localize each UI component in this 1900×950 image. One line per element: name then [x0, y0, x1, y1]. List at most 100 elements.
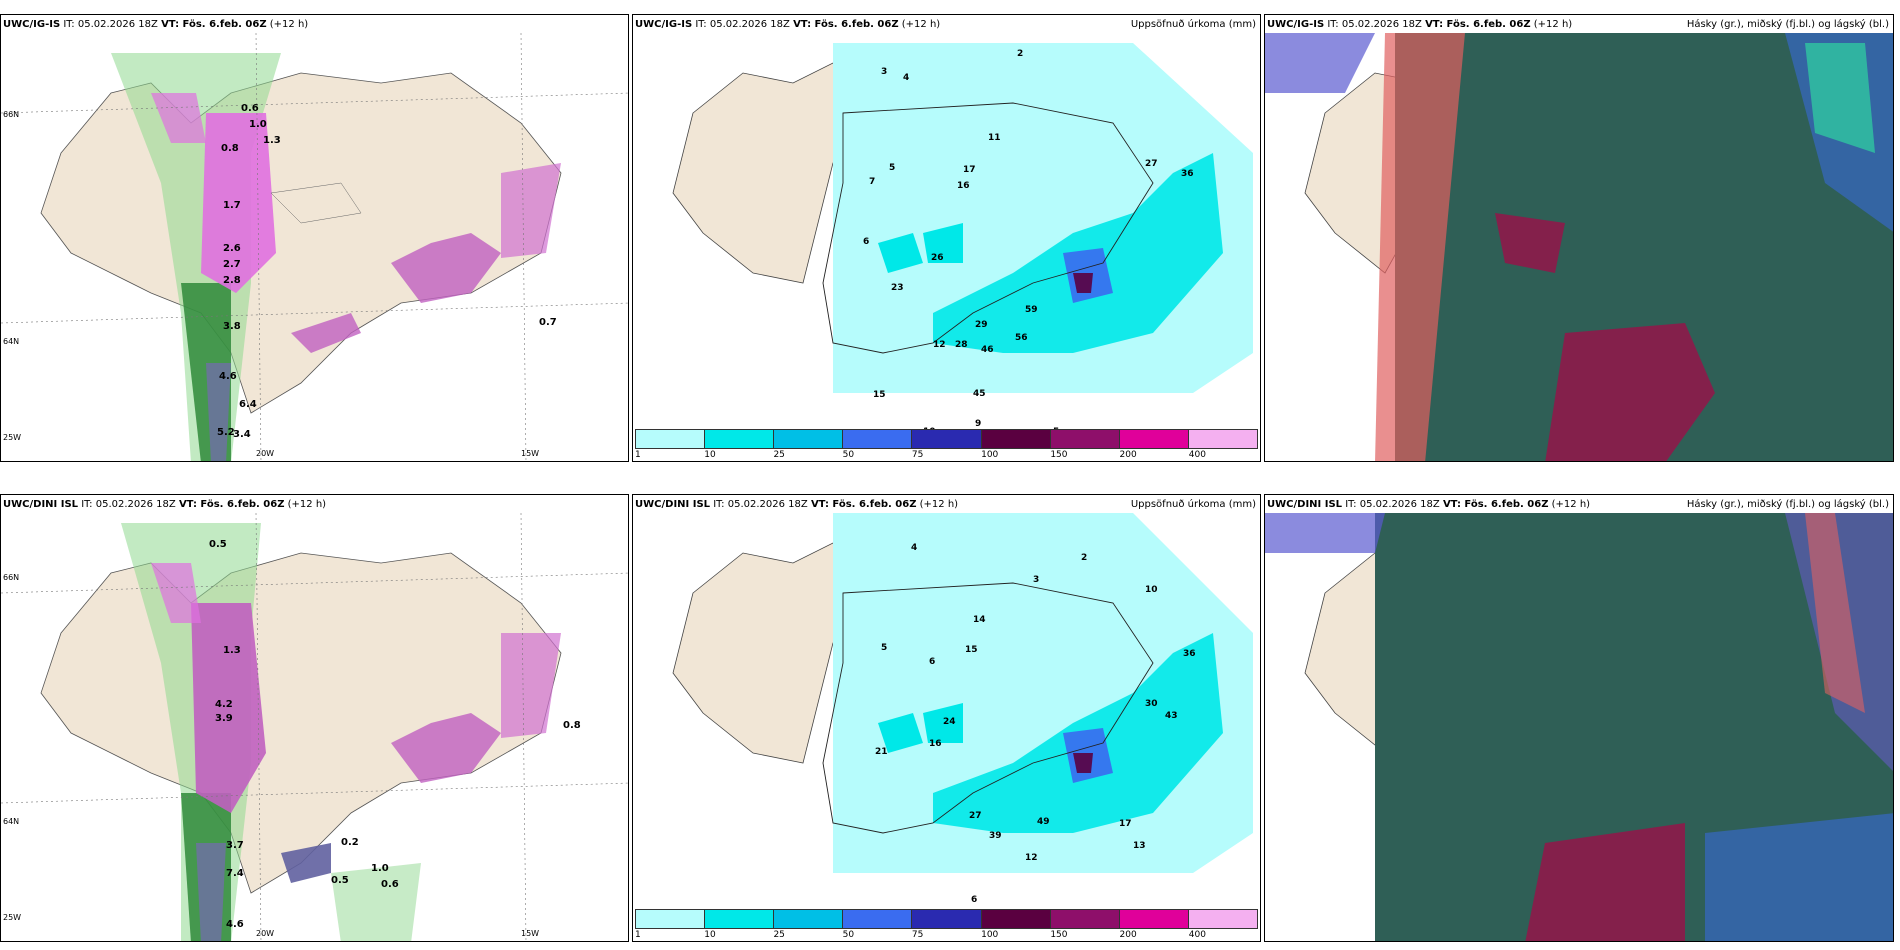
map-cloud-cover [1265, 513, 1893, 941]
value-label: 13 [1133, 841, 1146, 851]
colorbar-tick: 150 [1050, 930, 1068, 940]
value-label: 28 [955, 340, 968, 350]
panel-header: UWC/DINI ISL IT: 05.02.2026 18Z VT: Fös.… [1267, 499, 1889, 511]
value-label: 30 [1145, 699, 1158, 709]
colorbar-swatch [774, 430, 844, 448]
colorbar-tick: 100 [981, 450, 999, 460]
value-label: 23 [891, 283, 904, 293]
value-label: 4 [911, 543, 918, 553]
value-label: 16 [957, 181, 970, 191]
value-label: 0.5 [209, 539, 227, 550]
panel-header: UWC/IG-IS IT: 05.02.2026 18Z VT: Fös. 6.… [3, 19, 624, 31]
colorbar-swatch [636, 430, 706, 448]
colorbar-tick: 50 [842, 450, 855, 460]
value-label: 45 [973, 389, 986, 399]
colorbar-swatch [1188, 430, 1257, 448]
value-label: 12 [933, 340, 946, 350]
lon-label-20w: 20W [256, 929, 275, 938]
init-time: IT: 05.02.2026 18Z [63, 19, 158, 30]
value-label: 36 [1181, 169, 1194, 179]
init-time: IT: 05.02.2026 18Z [81, 499, 176, 510]
panel-header: UWC/DINI ISL IT: 05.02.2026 18Z VT: Fös.… [3, 499, 624, 511]
colorbar: 1 10 25 50 75 100 150 200 400 [635, 909, 1258, 941]
colorbar-tick: 10 [704, 930, 716, 940]
value-label: 46 [981, 345, 994, 355]
value-label: 15 [873, 390, 886, 400]
panel-top-left: UWC/IG-IS IT: 05.02.2026 18Z VT: Fös. 6.… [0, 14, 629, 462]
value-label: 4.6 [219, 371, 237, 382]
colorbar-tick: 75 [911, 930, 924, 940]
lead-time: (+12 h) [269, 19, 309, 30]
lat-label-66n: 66N [3, 573, 20, 582]
panel-header: UWC/DINI ISL IT: 05.02.2026 18Z VT: Fös.… [635, 499, 1256, 511]
colorbar-tick: 400 [1188, 450, 1206, 460]
value-label: 0.6 [241, 103, 259, 114]
lat-label-64n: 64N [3, 337, 20, 346]
init-time: IT: 05.02.2026 18Z [713, 499, 808, 510]
value-label: 12 [1025, 853, 1038, 863]
colorbar-ticks: 1 10 25 50 75 100 150 200 400 [635, 929, 1258, 941]
colorbar: 1 10 25 50 75 100 150 200 400 [635, 429, 1258, 461]
model-name: UWC/IG-IS [3, 19, 61, 30]
colorbar-swatch [843, 430, 913, 448]
colorbar-tick: 400 [1188, 930, 1206, 940]
colorbar-tick: 25 [773, 930, 785, 940]
value-label: 43 [1165, 711, 1178, 721]
panel-bottom-mid: UWC/DINI ISL IT: 05.02.2026 18Z VT: Fös.… [632, 494, 1261, 942]
value-label: 1.7 [223, 200, 241, 211]
value-label: 27 [1145, 159, 1158, 169]
value-label: 6 [863, 237, 870, 247]
colorbar-tick: 1 [635, 450, 641, 460]
colorbar-ticks: 1 10 25 50 75 100 150 200 400 [635, 449, 1258, 461]
colorbar-tick: 50 [842, 930, 855, 940]
colorbar-swatch [981, 910, 1051, 928]
colorbar-swatch [1119, 910, 1189, 928]
value-label: 10 [1145, 585, 1158, 595]
value-label: 56 [1015, 333, 1028, 343]
value-label: 6.4 [239, 399, 257, 410]
lead-time: (+12 h) [901, 19, 941, 30]
colorbar-swatches [635, 909, 1258, 929]
value-label: 36 [1183, 649, 1196, 659]
init-time: IT: 05.02.2026 18Z [1345, 499, 1440, 510]
colorbar-tick: 25 [773, 450, 785, 460]
value-label: 0.2 [341, 837, 359, 848]
parameter-title: Hásky (gr.), miðský (fj.bl.) og lágský (… [1686, 499, 1889, 510]
colorbar-swatch [705, 910, 775, 928]
value-label: 2.8 [223, 275, 241, 286]
value-label: 6 [929, 657, 936, 667]
value-label: 3.9 [215, 713, 233, 724]
valid-time: VT: Fös. 6.feb. 06Z [161, 19, 267, 30]
value-label: 5 [881, 643, 888, 653]
lon-label-25w: 25W [3, 913, 22, 922]
value-label: 3.7 [226, 840, 244, 851]
panel-header: UWC/IG-IS IT: 05.02.2026 18Z VT: Fös. 6.… [1267, 19, 1889, 31]
colorbar-swatch [1119, 430, 1189, 448]
colorbar-tick: 10 [704, 450, 716, 460]
value-label: 0.8 [563, 720, 581, 731]
colorbar-tick: 100 [981, 930, 999, 940]
lead-time: (+12 h) [1551, 499, 1591, 510]
valid-time: VT: Fös. 6.feb. 06Z [178, 499, 285, 510]
map-precip [633, 33, 1260, 433]
model-name: UWC/IG-IS [1267, 19, 1325, 30]
lat-label-66n: 66N [3, 110, 20, 119]
lon-label-25w: 25W [3, 433, 22, 442]
value-label: 0.6 [381, 879, 399, 890]
value-label: 0.5 [331, 875, 349, 886]
colorbar-swatch [912, 910, 982, 928]
value-label: 4.6 [226, 919, 244, 930]
value-label: 0.8 [221, 143, 239, 154]
value-label: 27 [969, 811, 982, 821]
value-label: 11 [988, 133, 1001, 143]
value-label: 4.2 [215, 699, 233, 710]
colorbar-tick: 200 [1119, 450, 1137, 460]
value-label: 3 [1033, 575, 1040, 585]
lead-time: (+12 h) [1533, 19, 1573, 30]
value-label: 17 [963, 165, 976, 175]
lead-time: (+12 h) [287, 499, 327, 510]
colorbar-swatch [1050, 430, 1120, 448]
colorbar-tick: 200 [1119, 930, 1137, 940]
colorbar-swatch [1050, 910, 1120, 928]
panel-bottom-left: UWC/DINI ISL IT: 05.02.2026 18Z VT: Fös.… [0, 494, 629, 942]
